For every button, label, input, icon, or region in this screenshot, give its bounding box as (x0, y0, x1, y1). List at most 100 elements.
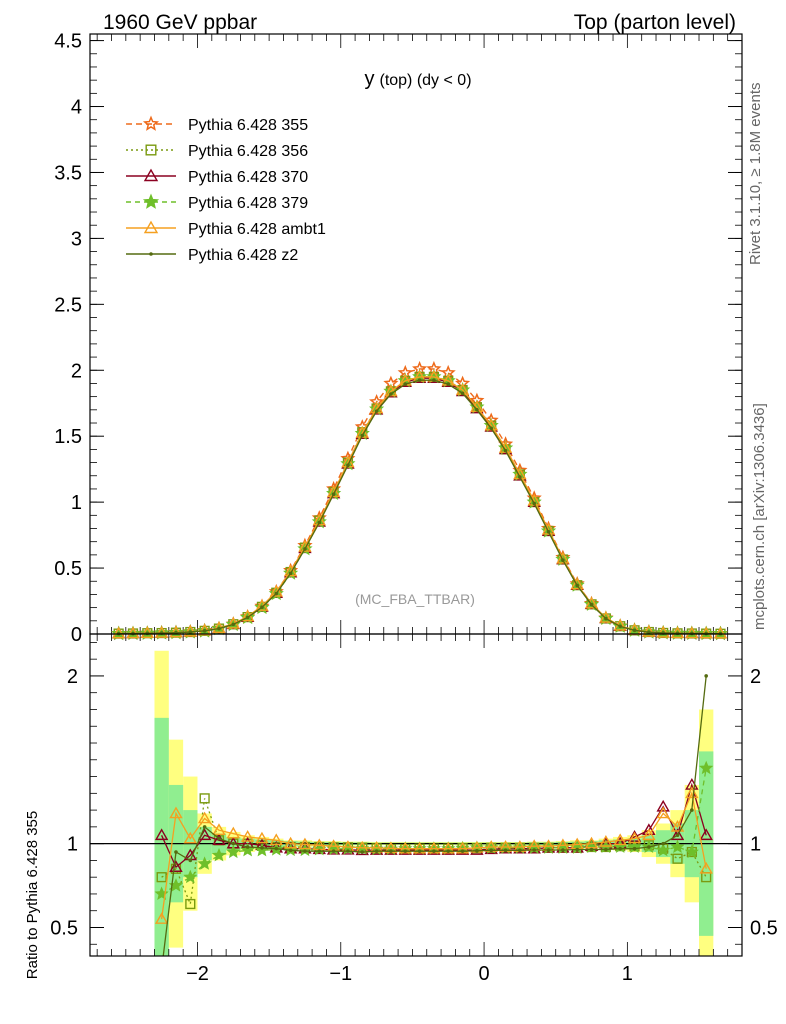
data-point (432, 378, 436, 382)
ratio-point (670, 819, 685, 832)
ratio-point (613, 833, 627, 846)
legend-marker (142, 193, 160, 209)
legend-label: Pythia 6.428 355 (188, 117, 308, 134)
ratio-point (274, 846, 279, 851)
ratio-series-line (162, 675, 707, 956)
ratio-point (656, 806, 670, 819)
data-point (317, 520, 322, 525)
xtick-label: 0 (479, 963, 490, 985)
ratio-point (197, 856, 212, 870)
legend-item: Pythia 6.428 355 (126, 115, 308, 134)
ratio-point (174, 850, 178, 854)
ratio-point (154, 828, 169, 841)
xtick-label: 1 (622, 963, 633, 985)
ratio-ytick-label: 2 (67, 666, 78, 688)
ratio-point (432, 849, 436, 853)
legend-marker (149, 252, 153, 256)
data-point (403, 382, 408, 386)
ratio-point (283, 836, 298, 849)
data-point (532, 501, 537, 506)
legend-item: Pythia 6.428 ambt1 (126, 220, 326, 238)
ratio-series-4 (162, 674, 708, 956)
ratio-point (346, 849, 350, 853)
data-point (231, 622, 236, 627)
ratio-point (518, 848, 522, 853)
ratio-point (156, 872, 167, 883)
ratio-point (183, 869, 198, 884)
data-point (675, 631, 680, 636)
data-point (647, 630, 651, 634)
ratio-point (661, 841, 665, 846)
data-point (188, 630, 193, 634)
data-point (618, 624, 622, 629)
main-ytick-label: 2 (71, 360, 82, 382)
data-point (126, 626, 140, 639)
ratio-point (226, 826, 241, 839)
data-point (589, 602, 594, 607)
ratio-point (642, 828, 656, 841)
data-point (570, 577, 584, 590)
legend-item: Pythia 6.428 370 (126, 168, 308, 186)
ratio-series-1 (154, 778, 713, 872)
ratio-point (589, 847, 594, 852)
data-point (145, 631, 150, 636)
analysis-watermark: (MC_FBA_TTBAR) (355, 591, 475, 607)
data-point (599, 611, 613, 623)
legend-marker (142, 115, 160, 131)
ratio-point (656, 799, 670, 812)
ratio-point (197, 811, 212, 824)
main-ytick-label: 3 (71, 228, 82, 250)
ratio-point (269, 833, 283, 846)
data-point (283, 564, 298, 577)
data-point (503, 448, 508, 453)
legend-label: Pythia 6.428 370 (188, 169, 308, 186)
xtick-label: −2 (186, 963, 209, 985)
ratio-plot-frame (89, 633, 743, 957)
main-plot: 0 0.5 1 1.5 2 2.5 3 3.5 4 4.5 (54, 31, 743, 646)
ratio-point (684, 844, 699, 859)
ratio-point (647, 845, 651, 849)
ratio-point (575, 847, 580, 852)
ratio-point (185, 898, 196, 910)
legend-marker (143, 220, 159, 234)
legend-marker (143, 168, 159, 182)
ratio-plot: 0.5 0.5 1 1 2 2 −2 −1 0 1 (50, 633, 778, 985)
ratio-point (298, 837, 312, 850)
ratio-point (475, 849, 479, 853)
data-point (288, 571, 293, 576)
main-ytick-label: 1.5 (54, 426, 82, 448)
ratio-point (374, 849, 379, 853)
ratio-point (503, 848, 508, 853)
data-point (202, 629, 207, 633)
data-point (274, 591, 279, 596)
ratio-point (199, 793, 210, 804)
ratio-point (260, 846, 264, 850)
ratio-point (169, 860, 183, 872)
ratio-point (212, 823, 226, 836)
legend-item: Pythia 6.428 356 (126, 143, 308, 160)
ratio-point (217, 836, 221, 841)
main-ytick-label: 4.5 (54, 31, 82, 53)
data-point (154, 626, 169, 638)
ratio-point (685, 786, 699, 799)
ratio-point (331, 849, 336, 853)
data-point (346, 463, 350, 468)
data-point (389, 392, 393, 396)
data-point (489, 426, 494, 431)
ratio-point (561, 848, 565, 852)
data-point (460, 391, 465, 396)
data-point (217, 626, 221, 631)
ratio-point (360, 850, 365, 854)
ratio-series-line (160, 791, 707, 920)
ratio-series-3 (154, 786, 713, 924)
ratio-point (656, 842, 671, 857)
ratio-point (699, 861, 713, 874)
main-ytick-label: 3.5 (54, 162, 82, 184)
data-point (312, 513, 326, 526)
ratio-ytick-label-right: 1 (750, 834, 761, 856)
data-point (561, 558, 565, 562)
data-point (417, 378, 422, 382)
ratio-point (154, 912, 169, 924)
ratio-curves (154, 674, 714, 956)
legend-label: Pythia 6.428 z2 (188, 247, 298, 264)
